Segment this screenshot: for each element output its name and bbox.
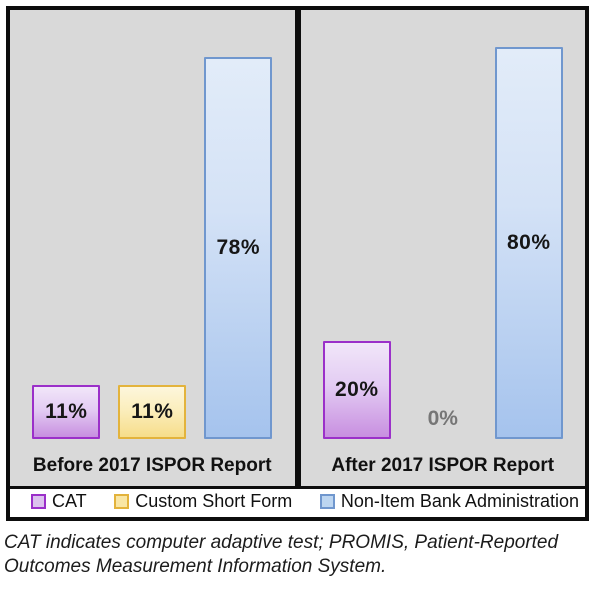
bar-value-label: 78% <box>216 236 261 259</box>
bar-custom-short-form-before: 11% <box>118 385 187 439</box>
bar-value-label: 80% <box>506 231 551 254</box>
bar-value-label: 20% <box>334 378 379 401</box>
non-item-bank-swatch-icon <box>319 494 335 509</box>
cat-swatch-icon <box>31 494 46 509</box>
bar-slot-cat-after: 20% <box>322 10 391 439</box>
bar-non-item-bank-after: 80% <box>494 47 563 439</box>
footnote-line-2: Outcomes Measurement Information System. <box>4 555 387 577</box>
legend-label: Non-Item Bank Administration <box>340 491 579 511</box>
footnote-line-1: CAT indicates computer adaptive test; PR… <box>4 532 559 553</box>
legend-label: CAT <box>52 491 87 511</box>
bar-cat-before: 11% <box>32 385 101 439</box>
legend: CAT Custom Short Form Non-Item Bank Admi… <box>10 486 585 514</box>
bars-area-after: 20% 0% 80% <box>301 10 586 439</box>
bar-slot-cat-before: 11% <box>32 10 101 439</box>
bar-non-item-bank-before: 78% <box>204 57 273 439</box>
chart-frame: 11% 11% 78% Before 2017 ISPOR Repor <box>6 6 589 521</box>
bars-area-before: 11% 11% 78% <box>10 10 295 439</box>
legend-item-custom-short-form: Custom Short Form <box>114 491 292 512</box>
footnote: CAT indicates computer adaptive test; PR… <box>4 531 584 579</box>
legend-item-non-item-bank: Non-Item Bank Administration <box>319 491 579 512</box>
panel-after-2017: 20% 0% 80% After 2017 ISPOR Report <box>297 10 586 486</box>
group-label-before-2017: Before 2017 ISPOR Report <box>32 455 272 476</box>
bar-cat-after: 20% <box>322 341 391 439</box>
bar-slot-non-item-bank-after: 80% <box>494 10 563 439</box>
panel-before-2017: 11% 11% 78% Before 2017 ISPOR Repor <box>10 10 298 486</box>
custom-short-form-swatch-icon <box>114 494 130 509</box>
bar-value-label: 11% <box>45 400 88 423</box>
panels-row: 11% 11% 78% Before 2017 ISPOR Repor <box>10 10 585 486</box>
bar-value-label: 11% <box>131 400 174 423</box>
bar-slot-custom-short-form-after: 0% <box>409 10 477 439</box>
bar-slot-non-item-bank-before: 78% <box>204 10 273 439</box>
zero-value-label: 0% <box>427 407 458 430</box>
legend-label: Custom Short Form <box>135 491 293 511</box>
bar-slot-custom-short-form-before: 11% <box>118 10 187 439</box>
group-label-after-2017: After 2017 ISPOR Report <box>331 455 555 476</box>
legend-item-cat: CAT <box>31 491 87 512</box>
